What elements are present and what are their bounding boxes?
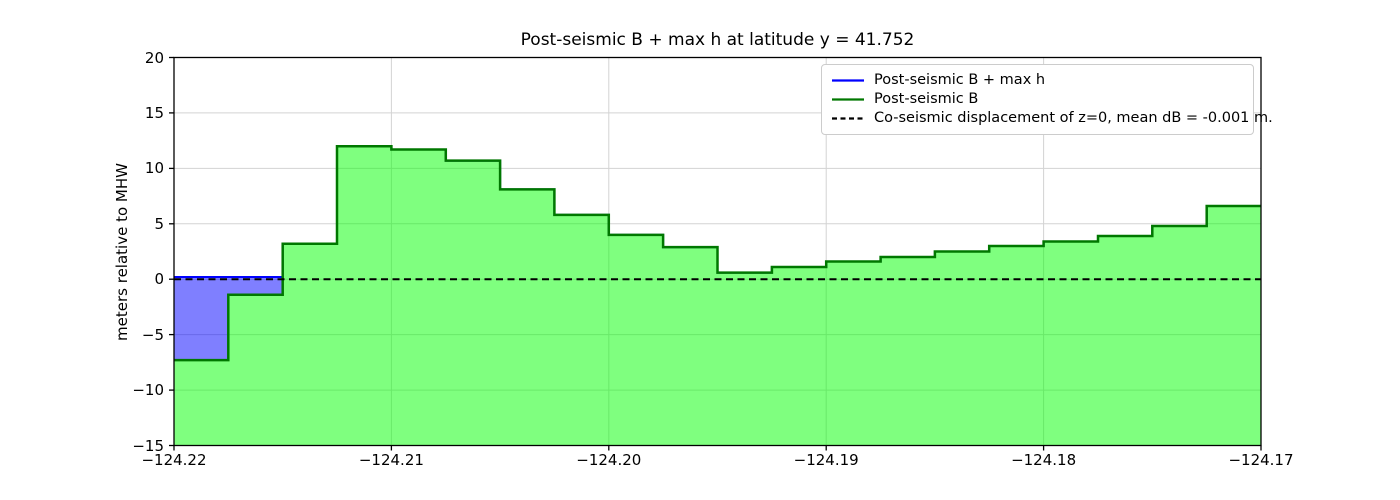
y-tick-label: −5 (141, 325, 164, 344)
legend-item: Post-seismic B (831, 90, 1244, 109)
y-tick-label: −15 (132, 436, 164, 455)
y-tick-label: 20 (144, 48, 164, 67)
legend-label: Post-seismic B + max h (874, 72, 1046, 88)
post-seismic-b-line (174, 144, 1261, 362)
legend-line-sample (832, 117, 864, 120)
y-tick-label: 10 (144, 159, 164, 178)
plot-border (173, 56, 1262, 447)
x-tick-label: −124.21 (358, 451, 424, 469)
legend: Post-seismic B + max h Post-seismic B Co-s… (821, 64, 1273, 135)
legend-line-sample (832, 79, 864, 82)
chart-title: Post-seismic B + max h at latitude y = 4… (520, 30, 915, 50)
x-tick-label: −124.18 (1011, 451, 1077, 469)
y-tick-label: 15 (144, 103, 164, 122)
x-tick-label: −124.17 (1228, 451, 1294, 469)
post-seismic-b-area (174, 146, 1261, 446)
legend-item: Post-seismic B + max h (831, 71, 1244, 90)
legend-label: Post-seismic B (874, 91, 979, 107)
x-tick-label: −124.20 (576, 451, 642, 469)
legend-label: Co-seismic displacement of z=0, mean dB … (874, 110, 1273, 126)
y-tick-label: 5 (154, 214, 164, 233)
legend-items: Post-seismic B + max h Post-seismic B Co-s… (831, 71, 1273, 128)
y-tick-label: 0 (154, 270, 164, 289)
legend-item: Co-seismic displacement of z=0, mean dB … (831, 109, 1273, 128)
x-tick-label: −124.22 (141, 451, 207, 469)
legend-line-sample (832, 98, 864, 101)
x-tick-label: −124.19 (793, 451, 859, 469)
y-tick-label: −10 (132, 381, 164, 400)
